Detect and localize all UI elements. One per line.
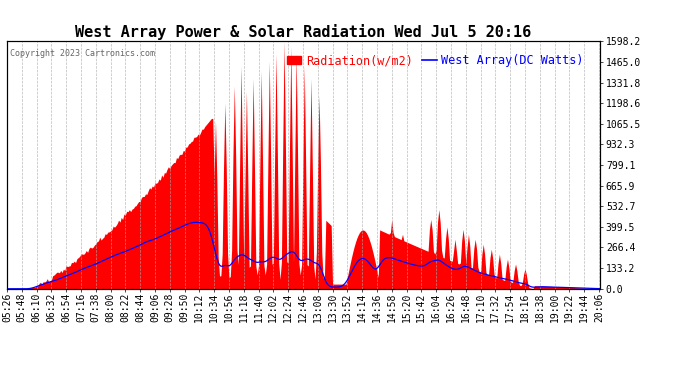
Legend: Radiation(w/m2), West Array(DC Watts): Radiation(w/m2), West Array(DC Watts) [282,50,589,72]
Text: Copyright 2023 Cartronics.com: Copyright 2023 Cartronics.com [10,49,155,58]
Title: West Array Power & Solar Radiation Wed Jul 5 20:16: West Array Power & Solar Radiation Wed J… [75,24,532,40]
